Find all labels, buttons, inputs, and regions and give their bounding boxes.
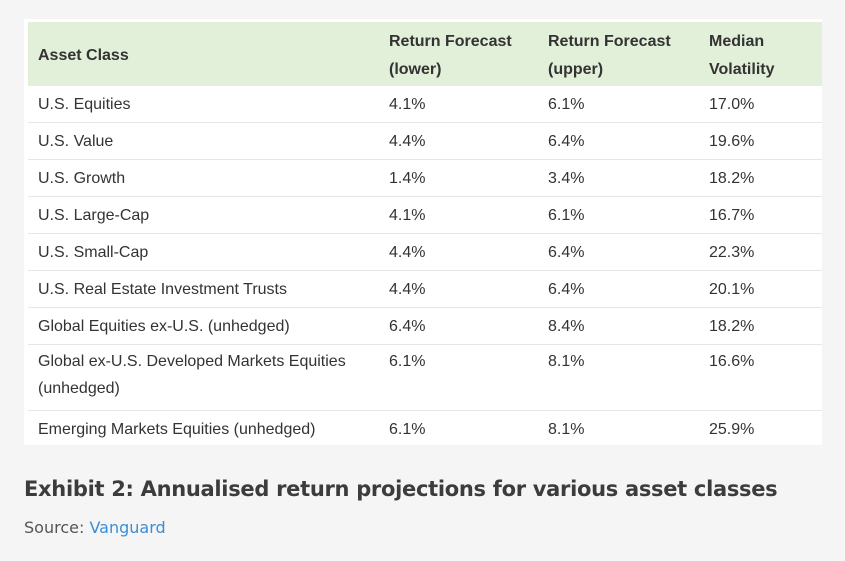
forecast-table: Asset Class Return Forecast (lower) Retu… [28, 22, 822, 447]
cell-upper: 6.4% [538, 233, 699, 271]
cell-asset: Global ex-U.S. Developed Markets Equitie… [28, 344, 379, 411]
cell-asset: U.S. Value [28, 122, 379, 160]
cell-lower: 6.1% [389, 420, 426, 438]
cell-asset: U.S. Small-Cap [28, 233, 379, 271]
cell-volatility: 18.2% [699, 159, 822, 197]
cell-upper: 8.1% [548, 420, 585, 438]
cell-lower: 4.1% [379, 196, 538, 234]
cell-lower: 4.4% [379, 233, 538, 271]
table-row: U.S. Growth 1.4% 3.4% 18.2% [28, 159, 822, 197]
cell-upper: 3.4% [538, 159, 699, 197]
cell-volatility: 18.2% [699, 307, 822, 345]
table-row: Global Equities ex-U.S. (unhedged) 6.4% … [28, 307, 822, 345]
header-median-volatility-line1: Median [709, 33, 765, 50]
header-return-lower-line1: Return Forecast [389, 33, 512, 50]
cell-volatility: 16.6% [699, 344, 822, 411]
header-return-lower: Return Forecast (lower) [379, 22, 538, 86]
table-row: U.S. Small-Cap 4.4% 6.4% 22.3% [28, 233, 822, 271]
source-line: Source: Vanguard [24, 518, 166, 537]
cell-asset: Emerging Markets Equities (unhedged) [38, 420, 316, 438]
cell-upper: 6.1% [538, 196, 699, 234]
cell-asset: U.S. Growth [28, 159, 379, 197]
cell-lower: 1.4% [379, 159, 538, 197]
header-return-upper-line1: Return Forecast [548, 33, 671, 50]
cell-upper: 6.4% [538, 122, 699, 160]
cell-lower: 4.4% [379, 122, 538, 160]
cell-upper: 6.1% [538, 86, 699, 123]
cell-upper: 6.4% [538, 270, 699, 308]
cell-lower: 4.4% [379, 270, 538, 308]
cell-volatility: 20.1% [699, 270, 822, 308]
cell-asset: U.S. Equities [28, 86, 379, 123]
table-header-row: Asset Class Return Forecast (lower) Retu… [28, 22, 822, 86]
table-row: Global ex-U.S. Developed Markets Equitie… [28, 344, 822, 411]
table-row: U.S. Large-Cap 4.1% 6.1% 16.7% [28, 196, 822, 234]
source-link-vanguard[interactable]: Vanguard [89, 518, 166, 537]
cell-upper: 8.4% [538, 307, 699, 345]
header-asset-class: Asset Class [28, 22, 379, 86]
cell-asset: U.S. Large-Cap [28, 196, 379, 234]
header-median-volatility: Median Volatility [699, 22, 822, 86]
cell-asset: U.S. Real Estate Investment Trusts [28, 270, 379, 308]
cell-asset: Global Equities ex-U.S. (unhedged) [28, 307, 379, 345]
table-row: U.S. Value 4.4% 6.4% 19.6% [28, 122, 822, 160]
header-return-lower-line2: (lower) [389, 61, 442, 78]
header-median-volatility-line2: Volatility [709, 61, 775, 78]
cell-volatility: 17.0% [699, 86, 822, 123]
cell-volatility: 19.6% [699, 122, 822, 160]
header-return-upper-line2: (upper) [548, 61, 604, 78]
cell-lower: 6.4% [379, 307, 538, 345]
exhibit-caption: Exhibit 2: Annualised return projections… [24, 477, 778, 501]
cell-volatility: 25.9% [709, 420, 755, 438]
source-label: Source: [24, 518, 85, 537]
cell-volatility: 16.7% [699, 196, 822, 234]
cell-lower: 6.1% [379, 344, 538, 411]
cell-volatility: 22.3% [699, 233, 822, 271]
header-asset-class-label: Asset Class [38, 47, 129, 64]
table-row: Emerging Markets Equities (unhedged) 6.1… [28, 411, 822, 448]
forecast-table-card: Asset Class Return Forecast (lower) Retu… [24, 19, 822, 445]
cell-upper: 8.1% [538, 344, 699, 411]
table-row: U.S. Equities 4.1% 6.1% 17.0% [28, 86, 822, 123]
header-return-upper: Return Forecast (upper) [538, 22, 699, 86]
cell-lower: 4.1% [379, 86, 538, 123]
table-row: U.S. Real Estate Investment Trusts 4.4% … [28, 270, 822, 308]
